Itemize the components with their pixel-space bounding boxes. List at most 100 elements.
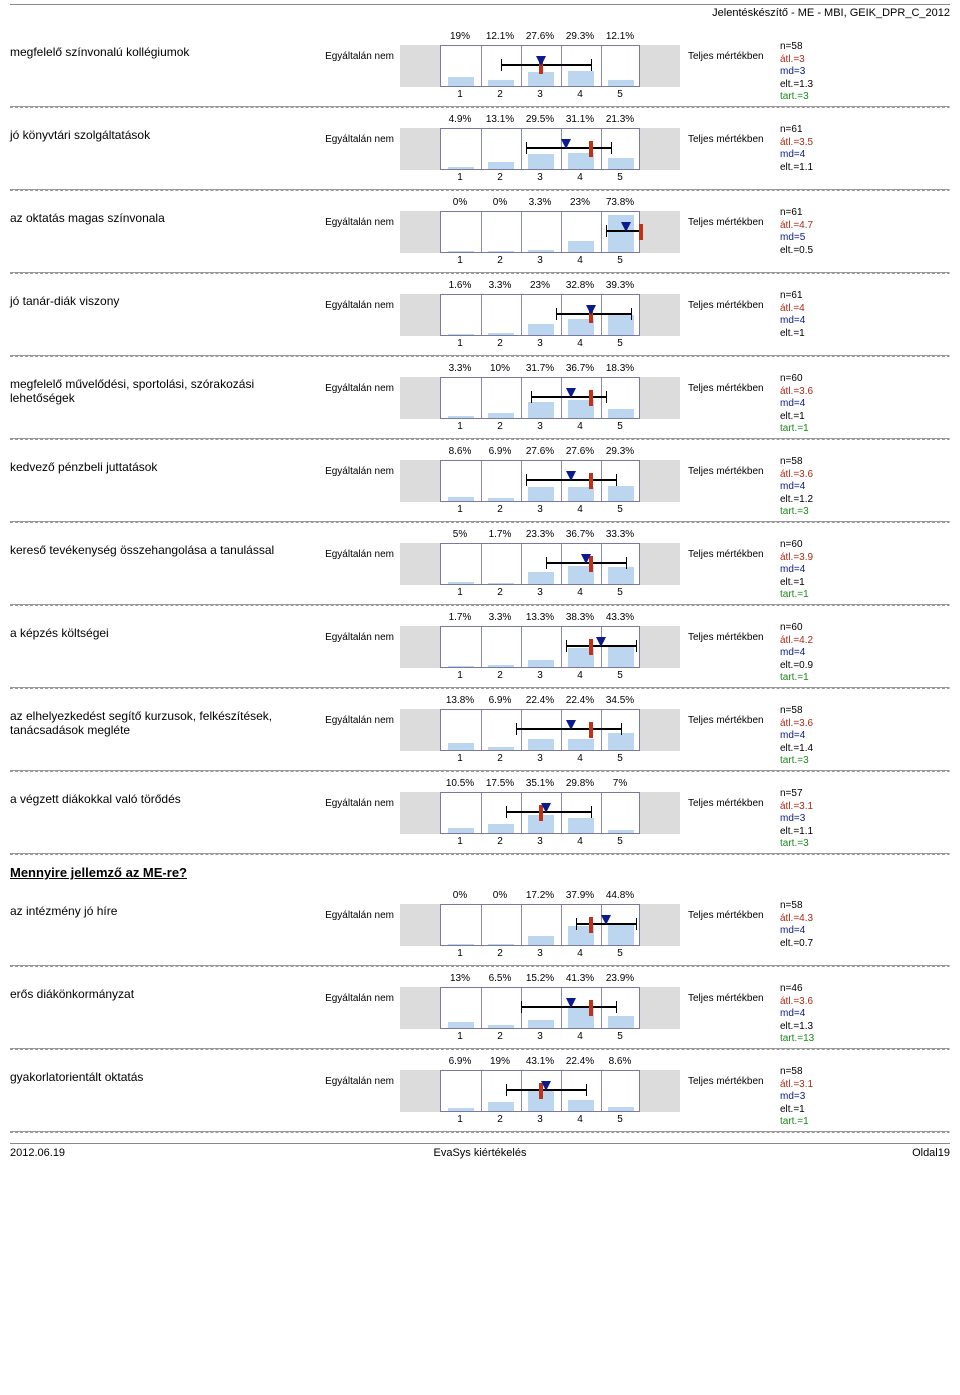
gridline bbox=[601, 295, 602, 335]
stat-md: md=5 bbox=[780, 232, 860, 245]
chart: 3.3%10%31.7%36.7%18.3% 12345 bbox=[400, 363, 680, 438]
gridline bbox=[521, 129, 522, 169]
x-tick: 1 bbox=[440, 421, 480, 432]
bar bbox=[608, 733, 634, 750]
gridline bbox=[601, 627, 602, 667]
percent-label: 1.7% bbox=[440, 612, 480, 626]
stat-n: n=57 bbox=[780, 788, 860, 801]
x-tick: 3 bbox=[520, 1114, 560, 1125]
stat-elt: elt.=0.9 bbox=[780, 660, 860, 673]
ci-cap bbox=[556, 308, 557, 320]
gridline bbox=[521, 544, 522, 584]
stat-md: md=3 bbox=[780, 813, 860, 826]
chart-pad-right bbox=[640, 709, 680, 751]
stat-tart: tart.=3 bbox=[780, 506, 860, 519]
chart-pad-right bbox=[640, 128, 680, 170]
footer-title: EvaSys kiértékelés bbox=[323, 1147, 636, 1159]
x-tick: 3 bbox=[520, 89, 560, 100]
mean-marker bbox=[621, 222, 631, 232]
stats-block: n=58átl.=3.6md=4elt.=1.2tart.=3 bbox=[780, 446, 860, 519]
x-tick: 5 bbox=[600, 948, 640, 959]
x-tick: 1 bbox=[440, 1031, 480, 1042]
median-marker bbox=[589, 390, 593, 406]
percent-label: 23% bbox=[560, 197, 600, 211]
plot-area bbox=[440, 987, 640, 1029]
chart-pad-right bbox=[640, 543, 680, 585]
ci-cap bbox=[591, 806, 592, 818]
scale-label-left: Egyáltalán nem bbox=[310, 197, 400, 228]
x-tick: 4 bbox=[560, 836, 600, 847]
gridline bbox=[601, 1071, 602, 1111]
stat-elt: elt.=0.5 bbox=[780, 245, 860, 258]
percent-label: 33.3% bbox=[600, 529, 640, 543]
gridline bbox=[481, 46, 482, 86]
chart-pad-right bbox=[640, 987, 680, 1029]
bar bbox=[528, 324, 554, 336]
gridline bbox=[481, 627, 482, 667]
stat-tart: tart.=13 bbox=[780, 1033, 860, 1046]
stat-atl: átl.=3.6 bbox=[780, 386, 860, 399]
question-label: megfelelő színvonalú kollégiumok bbox=[10, 31, 310, 59]
bar bbox=[488, 498, 514, 501]
percent-label: 6.9% bbox=[480, 695, 520, 709]
chart: 13.8%6.9%22.4%22.4%34.5%12345 bbox=[400, 695, 680, 770]
percent-label: 41.3% bbox=[560, 973, 600, 987]
percent-row: 6.9%19%43.1%22.4%8.6% bbox=[400, 1056, 680, 1070]
percent-label: 29.3% bbox=[560, 31, 600, 45]
percent-label: 1.7% bbox=[480, 529, 520, 543]
bar bbox=[488, 944, 514, 945]
ci-cap bbox=[586, 1084, 587, 1096]
percent-row: 0%0%17.2%37.9%44.8% bbox=[400, 890, 680, 904]
stats-block: n=46átl.=3.6md=4elt.=1.3tart.=13 bbox=[780, 973, 860, 1046]
mean-marker bbox=[581, 554, 591, 564]
stat-n: n=58 bbox=[780, 1066, 860, 1079]
x-tick: 4 bbox=[560, 255, 600, 266]
gridline bbox=[481, 378, 482, 418]
stat-tart: tart.=1 bbox=[780, 1116, 860, 1129]
chart: 5%1.7%23.3%36.7%33.3%12345 bbox=[400, 529, 680, 604]
question-row: a képzés költségeiEgyáltalán nem1.7%3.3%… bbox=[10, 606, 950, 687]
gridline bbox=[561, 378, 562, 418]
bar bbox=[568, 818, 594, 833]
bar bbox=[528, 1020, 554, 1028]
ci-cap bbox=[606, 225, 607, 237]
percent-label: 19% bbox=[480, 1056, 520, 1070]
gridline bbox=[561, 544, 562, 584]
x-tick: 2 bbox=[480, 504, 520, 515]
x-tick: 5 bbox=[600, 338, 640, 349]
stats-block: n=60átl.=4.2md=4elt.=0.9tart.=1 bbox=[780, 612, 860, 685]
gridline bbox=[601, 905, 602, 945]
chart: 6.9%19%43.1%22.4%8.6%12345 bbox=[400, 1056, 680, 1131]
ci-cap bbox=[506, 806, 507, 818]
stat-atl: átl.=4 bbox=[780, 303, 860, 316]
median-marker bbox=[589, 1000, 593, 1016]
gridline bbox=[561, 1071, 562, 1111]
percent-row: 0%0%3.3%23%73.8% bbox=[400, 197, 680, 211]
x-axis: 12345 bbox=[400, 419, 680, 438]
chart-pad-left bbox=[400, 128, 440, 170]
gridline bbox=[561, 905, 562, 945]
ci-cap bbox=[626, 557, 627, 569]
x-tick: 1 bbox=[440, 587, 480, 598]
x-tick: 1 bbox=[440, 753, 480, 764]
percent-label: 12.1% bbox=[600, 31, 640, 45]
gridline bbox=[521, 710, 522, 750]
scale-label-right: Teljes mértékben bbox=[680, 529, 780, 560]
stat-md: md=4 bbox=[780, 481, 860, 494]
chart-pad-right bbox=[640, 45, 680, 87]
bar bbox=[448, 582, 474, 585]
gridline bbox=[521, 1071, 522, 1111]
x-axis: 12345 bbox=[400, 170, 680, 189]
chart-pad-left bbox=[400, 45, 440, 87]
chart: 10.5%17.5%35.1%29.8%7%12345 bbox=[400, 778, 680, 853]
scale-label-left: Egyáltalán nem bbox=[310, 1056, 400, 1087]
bar bbox=[608, 567, 634, 584]
ci-cap bbox=[516, 723, 517, 735]
stat-elt: elt.=1.2 bbox=[780, 494, 860, 507]
stat-md: md=4 bbox=[780, 564, 860, 577]
question-label: a képzés költségei bbox=[10, 612, 310, 640]
x-tick: 2 bbox=[480, 421, 520, 432]
percent-row: 3.3%10%31.7%36.7%18.3% bbox=[400, 363, 680, 377]
question-row: kedvező pénzbeli juttatásokEgyáltalán ne… bbox=[10, 440, 950, 521]
x-tick: 3 bbox=[520, 670, 560, 681]
